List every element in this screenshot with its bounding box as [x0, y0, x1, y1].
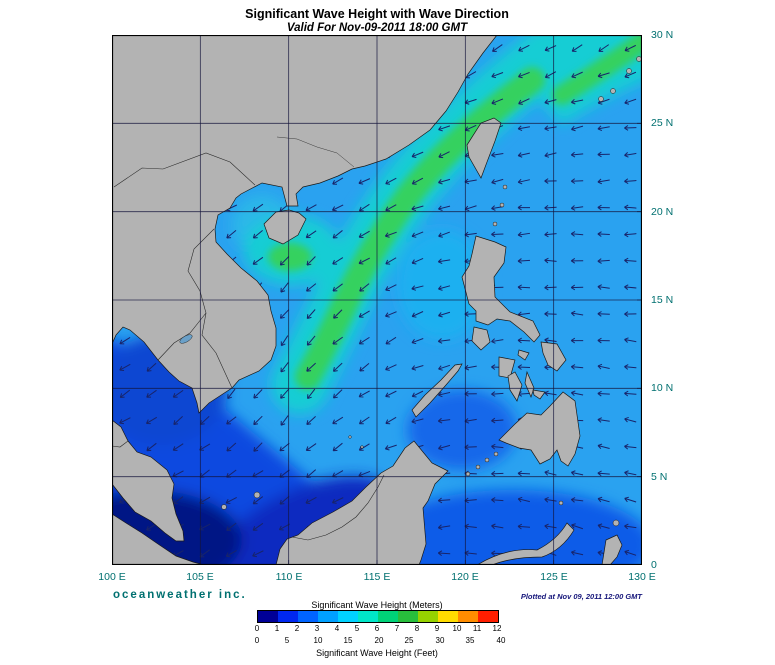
colorbar-m-11: 11: [472, 624, 482, 633]
colorbar-title-meters: Significant Wave Height (Meters): [311, 600, 443, 610]
colorbar-ft-25: 25: [404, 636, 414, 645]
land-negros: [507, 371, 523, 402]
land-layer: [112, 35, 642, 565]
colorbar-m-0: 0: [254, 624, 260, 633]
land-palawan: [411, 363, 463, 418]
land-borneo: [275, 440, 449, 565]
land-mindoro: [471, 326, 491, 351]
land-sumatra: [112, 513, 205, 565]
small-islands: [221, 56, 642, 527]
colorbar-ft-5: 5: [284, 636, 290, 645]
chart-title: Significant Wave Height with Wave Direct…: [245, 7, 509, 21]
lon-tick-105e: 105 E: [186, 571, 214, 583]
chart-valid-time: Valid For Nov-09-2011 18:00 GMT: [286, 22, 468, 34]
country-borders: [112, 136, 385, 541]
colorbar-m-4: 4: [334, 624, 340, 633]
lon-tick-125e: 125 E: [540, 571, 568, 583]
lat-tick-20n: 20 N: [651, 206, 674, 218]
lat-tick-30n: 30 N: [651, 29, 674, 41]
land-luzon: [461, 235, 541, 343]
colorbar-ft-10: 10: [313, 636, 323, 645]
lake-tonle-sap: [179, 334, 193, 344]
colorbar: [257, 610, 499, 623]
map-frame: [111, 34, 643, 566]
colorbar-m-9: 9: [434, 624, 440, 633]
colorbar-m-1: 1: [274, 624, 280, 633]
lat-tick-15n: 15 N: [651, 294, 674, 306]
lon-tick-130e: 130 E: [628, 571, 656, 583]
lat-tick-5n: 5 N: [651, 471, 668, 483]
graticule-grid: [112, 35, 642, 565]
land-hainan: [263, 209, 307, 245]
lon-tick-110e: 110 E: [275, 571, 303, 583]
lat-tick-0: 0: [651, 559, 657, 571]
colorbar-m-6: 6: [374, 624, 380, 633]
colorbar-ft-40: 40: [496, 636, 506, 645]
colorbar-m-8: 8: [414, 624, 420, 633]
lon-tick-120e: 120 E: [451, 571, 479, 583]
land-taiwan: [466, 117, 502, 179]
colorbar-m-12: 12: [492, 624, 502, 633]
colorbar-m-2: 2: [294, 624, 300, 633]
lat-tick-10n: 10 N: [651, 382, 674, 394]
colorbar-ft-35: 35: [465, 636, 475, 645]
land-mindanao: [498, 391, 581, 467]
oceanweather-logo-text: oceanweather inc.: [113, 589, 247, 601]
colorbar-ft-15: 15: [343, 636, 353, 645]
lon-tick-100e: 100 E: [98, 571, 126, 583]
colorbar-m-10: 10: [452, 624, 462, 633]
colorbar-ft-0: 0: [254, 636, 260, 645]
land-sulawesi-north: [476, 522, 575, 565]
wave-height-map: [111, 34, 643, 566]
lon-tick-115e: 115 E: [363, 571, 391, 583]
lat-tick-25n: 25 N: [651, 117, 674, 129]
colorbar-ft-30: 30: [435, 636, 445, 645]
land-cebu: [524, 370, 535, 398]
colorbar-title-feet: Significant Wave Height (Feet): [316, 648, 438, 658]
colorbar-ft-20: 20: [374, 636, 384, 645]
colorbar-m-3: 3: [314, 624, 320, 633]
colorbar-m-5: 5: [354, 624, 360, 633]
land-bohol: [532, 389, 546, 400]
map-border: [111, 34, 643, 566]
land-halmahera-tip: [601, 534, 623, 565]
wave-height-field-peaks: [268, 35, 642, 390]
land-mainland-asia: [112, 35, 498, 414]
colorbar-m-7: 7: [394, 624, 400, 633]
land-malay-peninsula: [112, 419, 185, 542]
land-masbate: [517, 349, 530, 361]
plotted-timestamp: Plotted at Nov 09, 2011 12:00 GMT: [520, 592, 642, 601]
